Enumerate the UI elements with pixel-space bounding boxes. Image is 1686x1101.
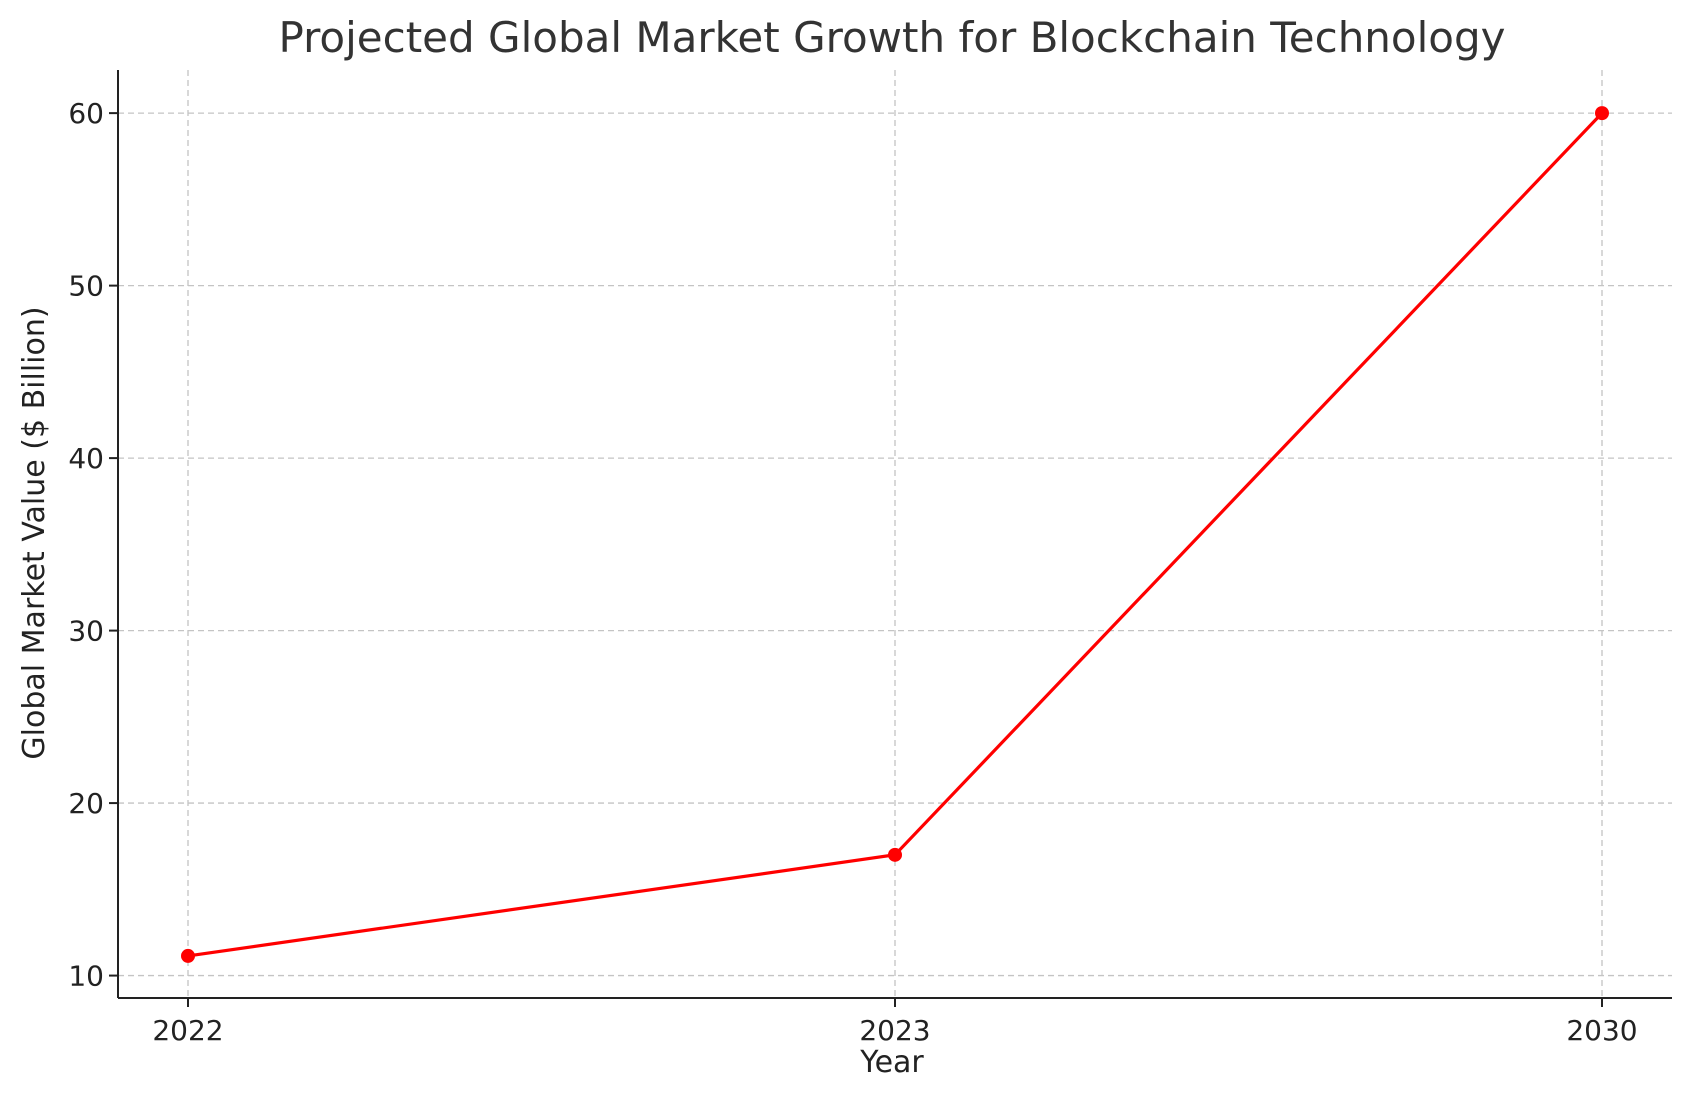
y-tick-label: 20 [68,787,104,820]
x-ticks: 2022 2023 2030 [152,998,1638,1047]
x-axis-label: Year [859,1045,924,1080]
y-tick-label: 60 [68,97,104,130]
y-ticks: 10 20 30 40 50 60 [68,97,118,993]
y-tick-label: 40 [68,442,104,475]
data-point [888,847,902,862]
x-tick-label: 2030 [1566,1014,1637,1047]
y-tick-label: 50 [68,270,104,303]
data-point [1595,106,1609,121]
grid [118,70,1672,998]
y-axis-label: Global Market Value ($ Billion) [17,306,52,759]
x-tick-label: 2023 [859,1014,930,1047]
series-group [181,106,1609,963]
chart-title: Projected Global Market Growth for Block… [278,13,1505,62]
data-point [181,948,195,963]
y-tick-label: 10 [68,960,104,993]
x-tick-label: 2022 [152,1014,223,1047]
y-tick-label: 30 [68,615,104,648]
